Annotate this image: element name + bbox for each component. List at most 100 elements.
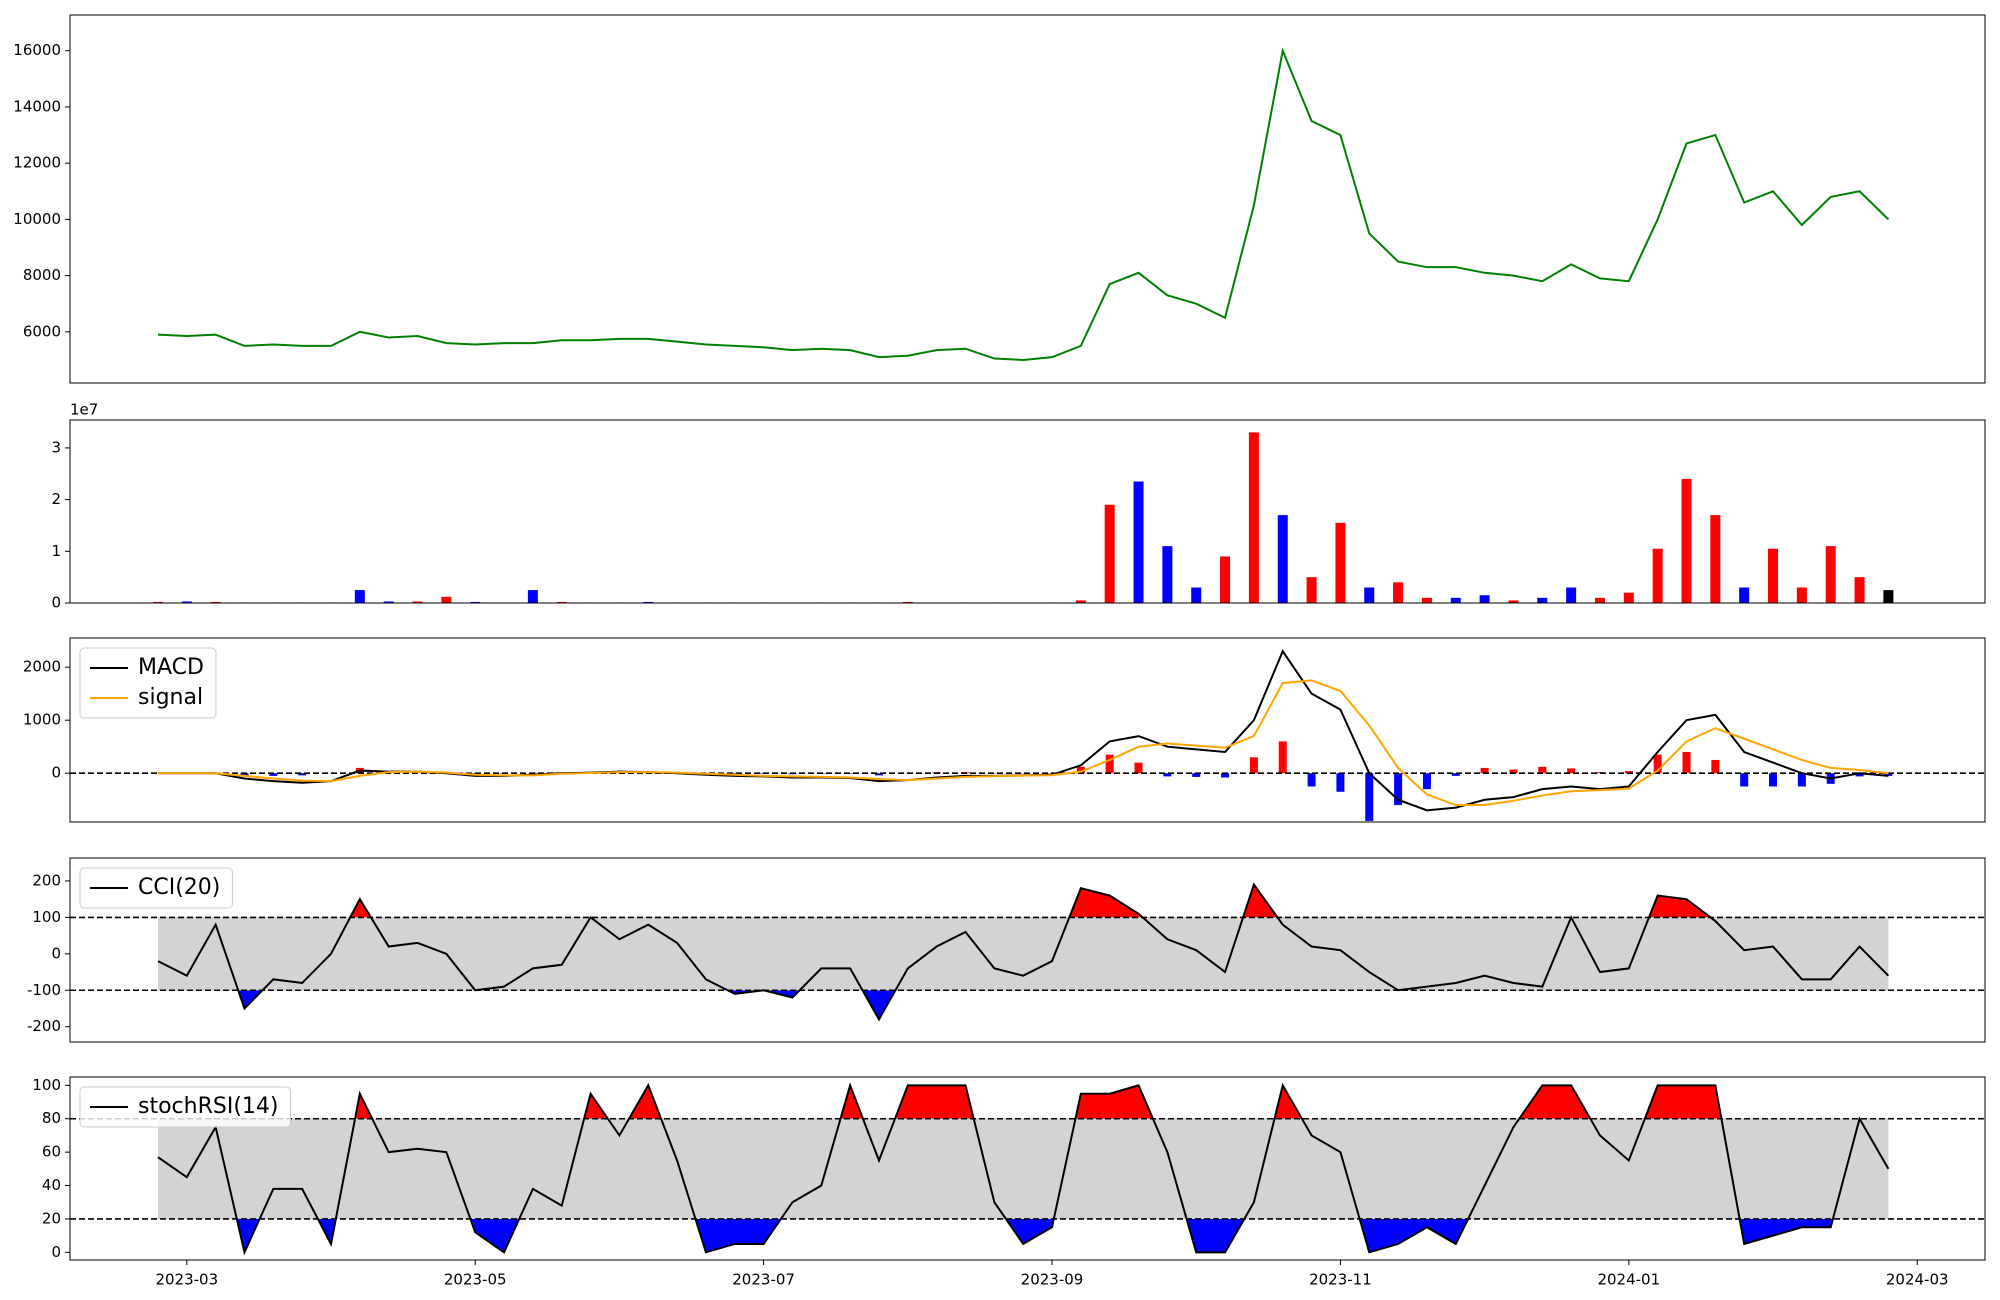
y-tick-label: 2000	[23, 658, 61, 676]
volume-bar	[1306, 577, 1317, 603]
volume-bar	[152, 601, 163, 603]
x-tick-label: 2023-05	[444, 1271, 507, 1289]
histogram-bar	[1595, 772, 1604, 774]
histogram-bar	[1278, 741, 1287, 774]
below-fill	[157, 1218, 1889, 1253]
histogram-bar	[1509, 769, 1518, 774]
legend-label: stochRSI(14)	[138, 1094, 279, 1119]
series-line	[157, 47, 1890, 361]
legend-box	[79, 647, 217, 719]
x-tick-label: 2024-03	[1886, 1271, 1949, 1289]
panel: 0 20 40 60 80 100 2023-03 2023-05 2023-07 2023-09…	[32, 1076, 1986, 1289]
axes-frame	[69, 1076, 1986, 1261]
x-tick-label: 2023-09	[1021, 1271, 1084, 1289]
series-line	[157, 679, 1889, 807]
histogram-bar	[269, 773, 278, 776]
legend-box	[79, 1086, 291, 1128]
y-tick-label: 16000	[13, 41, 61, 59]
histogram-bar	[1451, 773, 1460, 776]
neutral-band	[157, 917, 1889, 991]
histogram-bar	[1855, 773, 1864, 777]
volume-bar	[1162, 546, 1173, 603]
y-tick-label: 1000	[23, 711, 61, 729]
axes-frame	[69, 419, 1986, 604]
histogram-bar	[1249, 757, 1258, 774]
y-tick-label: 80	[42, 1109, 61, 1127]
volume-bar	[1768, 548, 1779, 603]
volume-bar	[181, 601, 192, 603]
volume-bar	[1335, 522, 1346, 603]
y-tick-label: 0	[51, 944, 61, 962]
volume-bar	[1393, 582, 1404, 603]
axes-frame	[69, 857, 1986, 1043]
neutral-band	[157, 1118, 1889, 1219]
histogram-bar	[846, 773, 855, 774]
volume-bar	[1421, 597, 1432, 603]
axes-frame	[69, 637, 1986, 823]
histogram-bar	[1624, 771, 1633, 774]
volume-bar	[1104, 504, 1115, 603]
volume-bar	[354, 590, 365, 603]
y-tick-label: 0	[51, 594, 61, 612]
y-tick-label: 6000	[23, 322, 61, 340]
x-tick-label: 2024-01	[1597, 1271, 1660, 1289]
axes-frame	[69, 14, 1986, 384]
x-tick-label: 2023-07	[732, 1271, 795, 1289]
histogram-bar	[1365, 773, 1374, 821]
volume-bar	[1681, 478, 1692, 603]
volume-bar	[1075, 600, 1086, 603]
volume-bar	[1739, 587, 1750, 603]
histogram-bar	[240, 773, 249, 776]
histogram-bar	[1480, 767, 1489, 774]
histogram-bar	[730, 773, 739, 775]
volume-bar	[1652, 548, 1663, 603]
histogram-bar	[1307, 773, 1316, 787]
y-tick-label: 0	[51, 764, 61, 782]
y-tick-label: 2	[51, 490, 61, 508]
volume-bar	[1623, 592, 1634, 603]
histogram-bar	[1769, 773, 1778, 787]
plot-area	[70, 649, 1985, 821]
histogram-bar	[1336, 773, 1345, 792]
legend-label: MACD	[138, 655, 204, 680]
histogram-bar	[874, 773, 883, 776]
histogram-bar	[1740, 773, 1749, 787]
volume-bar	[441, 596, 452, 603]
y-tick-label: 20	[42, 1209, 61, 1227]
volume-bar	[902, 601, 913, 603]
histogram-bar	[1797, 773, 1806, 787]
histogram-bar	[1192, 773, 1201, 777]
y-tick-label: 12000	[13, 154, 61, 172]
volume-bar	[1825, 546, 1836, 603]
y-tick-label: 14000	[13, 97, 61, 115]
volume-bar	[643, 601, 654, 603]
plot-area	[157, 47, 1890, 361]
y-tick-label: 60	[42, 1143, 61, 1161]
volume-bar	[1854, 577, 1865, 603]
y-tick-label: 1	[51, 542, 61, 560]
histogram-bar	[1538, 766, 1547, 774]
y-tick-label: 200	[32, 871, 61, 889]
volume-bar	[1710, 515, 1721, 603]
volume-bar	[527, 590, 538, 603]
plot-area	[152, 432, 1894, 603]
volume-bar	[1364, 587, 1375, 603]
volume-bar	[210, 601, 221, 603]
series-line	[157, 882, 1890, 1022]
y-tick-label: 3	[51, 438, 61, 456]
histogram-bar	[1221, 773, 1230, 778]
y-tick-label: -200	[27, 1017, 61, 1035]
volume-bar	[1566, 587, 1577, 603]
y-tick-label: 0	[51, 1243, 61, 1261]
x-tick-label: 2023-11	[1309, 1271, 1372, 1289]
histogram-bar	[1076, 766, 1085, 774]
series-line	[157, 1082, 1890, 1256]
y-tick-label: 40	[42, 1176, 61, 1194]
legend-label: signal	[138, 685, 203, 710]
volume-bar	[556, 601, 567, 603]
volume-bar	[1191, 587, 1202, 603]
y-tick-label: 100	[32, 908, 61, 926]
x-tick-label: 2023-03	[155, 1271, 218, 1289]
